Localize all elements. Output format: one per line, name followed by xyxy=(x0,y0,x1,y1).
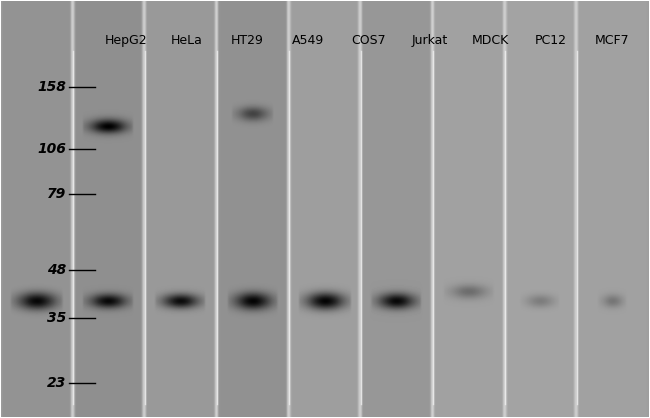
Text: PC12: PC12 xyxy=(535,34,567,47)
Text: 23: 23 xyxy=(47,376,66,390)
Text: MDCK: MDCK xyxy=(472,34,509,47)
Text: HepG2: HepG2 xyxy=(104,34,147,47)
Text: 106: 106 xyxy=(37,142,66,155)
Text: 158: 158 xyxy=(37,80,66,94)
Text: Jurkat: Jurkat xyxy=(411,34,448,47)
Text: COS7: COS7 xyxy=(352,34,386,47)
Text: A549: A549 xyxy=(292,34,324,47)
Text: 79: 79 xyxy=(47,186,66,201)
Text: 35: 35 xyxy=(47,311,66,325)
Text: 48: 48 xyxy=(47,263,66,277)
Text: HT29: HT29 xyxy=(231,34,264,47)
Text: HeLa: HeLa xyxy=(170,34,202,47)
Text: MCF7: MCF7 xyxy=(595,34,629,47)
